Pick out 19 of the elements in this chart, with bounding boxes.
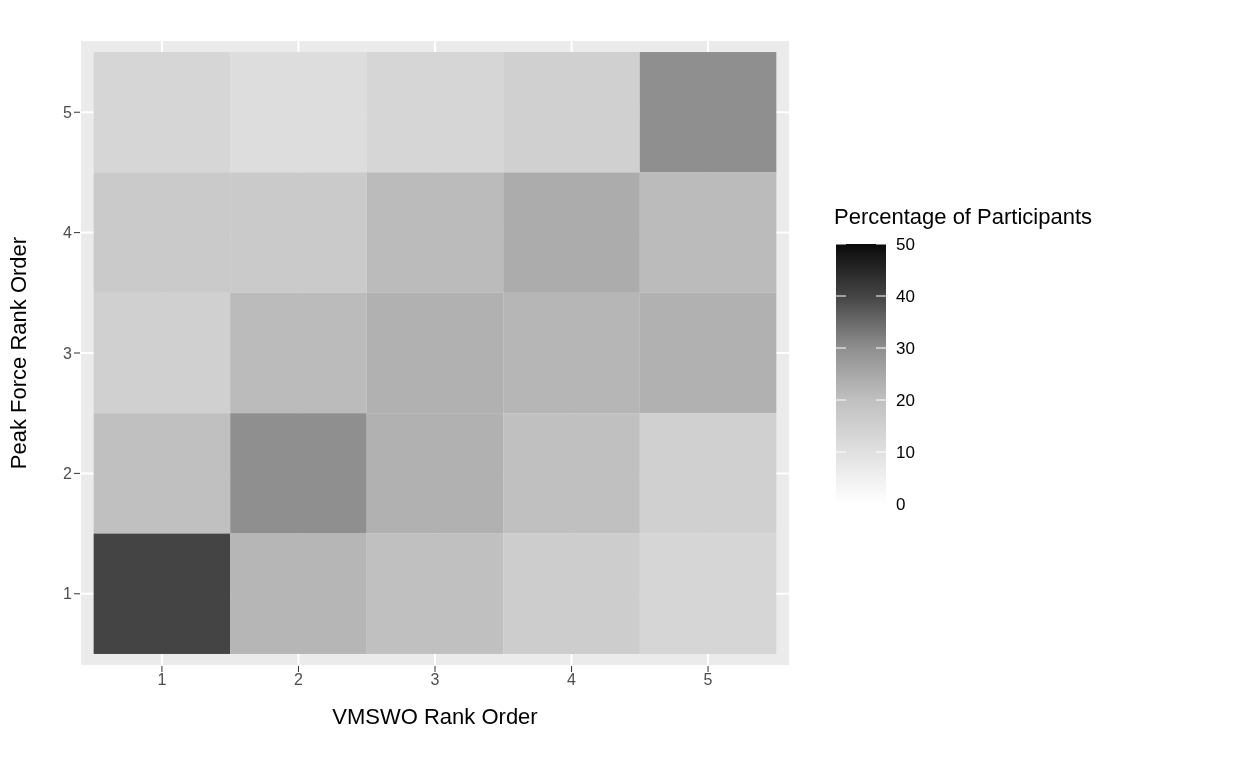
x-tick-label: 3	[430, 671, 440, 689]
y-tick-label: 2	[63, 465, 73, 483]
x-axis-title: VMSWO Rank Order	[332, 704, 538, 729]
color-bar-label: 30	[896, 339, 915, 358]
color-bar-label: 50	[896, 235, 915, 254]
x-tick-label: 5	[703, 671, 713, 689]
y-tick-label: 5	[63, 103, 73, 121]
color-bar-title: Percentage of Participants	[834, 204, 1093, 229]
color-bar-label: 10	[896, 443, 915, 462]
color-bar-label: 20	[896, 391, 915, 410]
color-bar-label: 0	[896, 495, 906, 514]
y-axis-title: Peak Force Rank Order	[5, 236, 31, 470]
x-tick-label: 2	[294, 671, 304, 689]
x-tick-label: 1	[157, 671, 167, 689]
y-tick-label: 3	[63, 344, 73, 362]
x-tick-label: 4	[567, 671, 577, 689]
y-tick-label: 1	[63, 585, 73, 603]
color-bar-label: 40	[896, 287, 915, 306]
y-tick-label: 4	[63, 224, 73, 242]
